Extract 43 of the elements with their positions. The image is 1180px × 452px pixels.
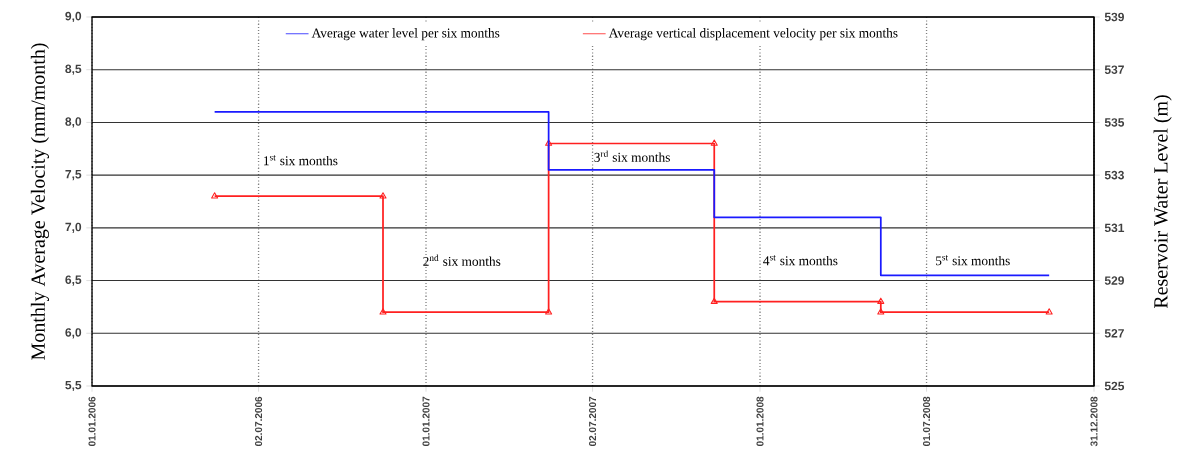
y2-tick-label: 529 (1104, 276, 1124, 285)
x-tick-label: 01.01.2008 (756, 396, 764, 447)
y2-tick-label: 539 (1104, 12, 1124, 22)
x-tick-label: 01.07.2008 (923, 396, 931, 447)
point (379, 192, 387, 199)
y-tick-label: 5,5 (65, 380, 82, 392)
x-tick-label: 01.01.2007 (422, 396, 430, 447)
y-tick-label: 8,0 (65, 117, 82, 128)
x-tick-label: 02.07.2006 (255, 396, 263, 447)
point (379, 308, 387, 315)
y-tick-label: 6,0 (65, 328, 82, 339)
y2-tick-label: 535 (1104, 118, 1125, 127)
y-axis-title: Monthly Average Velocity (mm/month) (30, 43, 49, 360)
y2-tick-label: 527 (1104, 329, 1124, 338)
point (710, 139, 718, 146)
y-tick-label: 7,5 (65, 170, 82, 181)
y-tick-label: 9,0 (65, 11, 82, 23)
x-tick-label: 02.07.2007 (589, 396, 597, 447)
point (1045, 308, 1053, 315)
annotation: 2$^{nd}$ six months (423, 254, 501, 266)
point (545, 308, 553, 315)
point (877, 297, 885, 304)
annotation: 5$^{st}$ six months (936, 255, 1010, 266)
point (877, 308, 885, 315)
point (211, 192, 219, 199)
line-series (213, 111, 1051, 277)
y2-axis-title: Reservoir Water Level (m) (1153, 95, 1172, 309)
annotation: 3$^{rd}$ six months (594, 150, 670, 162)
x-tick-label: 01.01.2006 (88, 396, 96, 447)
point (710, 297, 718, 304)
point (545, 139, 553, 146)
annotation: 1$^{st}$ six months (264, 155, 338, 166)
y-tick-label: 8,5 (65, 64, 82, 75)
y2-tick-label: 531 (1104, 223, 1125, 233)
y2-tick-label: 533 (1104, 170, 1124, 180)
y-tick-label: 6,5 (65, 275, 82, 286)
annotation: 4$^{st}$ six months (763, 255, 838, 266)
legend-label: Average water level per six months (311, 28, 500, 41)
y2-tick-label: 537 (1104, 65, 1124, 74)
y-tick-label: 7,0 (65, 222, 82, 233)
legend-label: Average vertical displacement velocity per six months (608, 28, 898, 41)
x-tick-label: 31.12.2008 (1090, 396, 1098, 447)
y2-tick-label: 525 (1104, 381, 1125, 391)
